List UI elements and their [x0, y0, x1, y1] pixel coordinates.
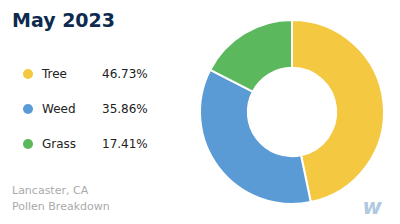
watermark: w [363, 195, 383, 219]
donut [200, 20, 384, 204]
legend-marker [23, 69, 33, 79]
slice [210, 20, 292, 92]
legend-label: Weed [42, 102, 76, 116]
legend-value: 35.86% [102, 102, 148, 116]
legend-label: Grass [42, 137, 76, 151]
slice [200, 70, 311, 204]
legend-value: 46.73% [102, 67, 148, 81]
legend-marker [23, 139, 33, 149]
title: May 2023 [12, 9, 115, 31]
legend: Tree 46.73% Weed 35.86% Grass 17.41% [23, 67, 148, 151]
chart: May 2023 Tree 46.73% Weed 35.86% Grass 17.41% L… [0, 0, 400, 224]
subtitle: Lancaster, CAPollen Breakdown [12, 184, 110, 213]
legend-value: 17.41% [102, 137, 148, 151]
legend-marker [23, 104, 33, 114]
legend-label: Tree [41, 67, 67, 81]
